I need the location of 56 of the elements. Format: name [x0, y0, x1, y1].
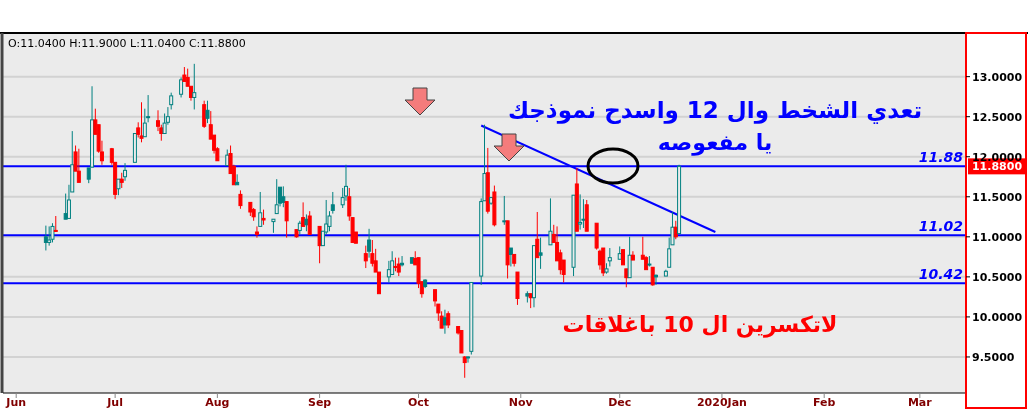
annotation: يا مفعوصه — [657, 130, 773, 156]
candlestick — [76, 148, 81, 183]
x-tick-label: Jul — [106, 396, 123, 409]
candlestick — [581, 198, 586, 229]
candlestick — [363, 245, 368, 269]
candlestick — [535, 211, 540, 259]
x-tick-label: Sep — [307, 396, 332, 409]
candlestick — [607, 247, 612, 267]
candlestick — [284, 201, 289, 239]
annotation: تعدي الشخط وال 12 واسدح نموذجك — [507, 97, 923, 124]
candlestick — [653, 273, 658, 286]
candlestick — [578, 193, 583, 231]
ref-line-label: 10.42 — [918, 266, 963, 283]
candlestick — [202, 100, 207, 129]
x-tick-label: Oct — [407, 396, 430, 409]
candlestick — [466, 355, 471, 364]
candlestick — [179, 76, 184, 98]
annotation: لاتكسرين ال 10 باغلاقات — [562, 312, 838, 338]
candlestick — [146, 94, 151, 123]
x-tick-label: Mar — [907, 396, 933, 409]
ref-line-label: 11.02 — [918, 218, 963, 235]
y-tick-label: 9.5000 — [972, 350, 1015, 364]
candlestick — [274, 178, 279, 215]
candlestick — [123, 162, 128, 182]
candlestick — [50, 222, 55, 243]
candlestick — [367, 228, 372, 259]
candlestick — [462, 355, 467, 379]
candlestick — [400, 255, 405, 267]
x-tick-label: 2020Jan — [696, 396, 747, 409]
y-tick-label: 13.0000 — [972, 70, 1023, 84]
x-tick-label: Nov — [508, 396, 534, 409]
candlestick — [254, 225, 259, 239]
candlestick — [330, 191, 335, 215]
candlestick — [538, 237, 543, 270]
candlestick — [205, 100, 210, 124]
x-tick-label: Feb — [812, 396, 836, 409]
annotation: O:11.0400 H:11.9000 L:11.0400 C:11.8800 — [8, 37, 246, 50]
candlestick — [459, 330, 464, 354]
x-tick-label: Jun — [5, 396, 27, 409]
candlestick — [238, 189, 243, 210]
ref-line-label: 11.88 — [918, 149, 964, 166]
y-tick-label: 12.5000 — [972, 110, 1023, 124]
candlestick — [47, 225, 52, 247]
candlestick — [386, 260, 391, 283]
text: 11.8800 — [971, 160, 1023, 174]
y-tick-label: 11.5000 — [972, 190, 1023, 204]
y-tick-label: 11.0000 — [972, 230, 1023, 244]
candlestick — [43, 225, 48, 251]
y-tick-label: 10.0000 — [972, 310, 1023, 324]
x-tick-label: Aug — [205, 396, 230, 409]
y-tick-label: 10.5000 — [972, 270, 1023, 284]
candlestick — [281, 185, 286, 208]
x-tick-label: Dec — [608, 396, 632, 409]
candlestick — [670, 211, 675, 246]
candlestick — [142, 108, 147, 138]
candlestick — [650, 266, 655, 287]
